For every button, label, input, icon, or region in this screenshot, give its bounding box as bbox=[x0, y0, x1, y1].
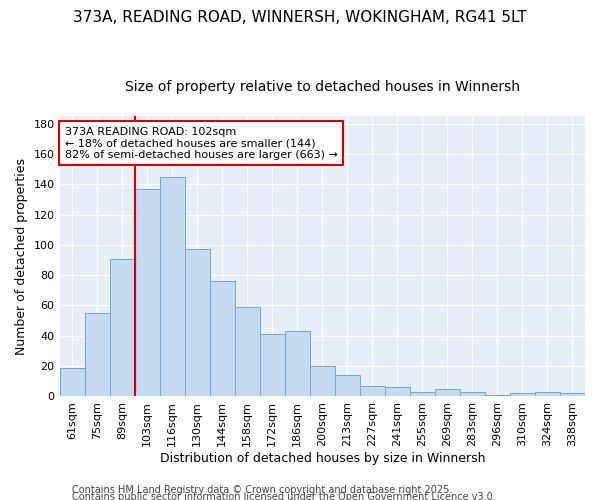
Title: Size of property relative to detached houses in Winnersh: Size of property relative to detached ho… bbox=[125, 80, 520, 94]
Bar bbox=[435, 389, 460, 396]
Bar bbox=[360, 386, 385, 396]
Bar bbox=[160, 176, 185, 396]
Bar bbox=[209, 281, 235, 396]
Bar bbox=[385, 388, 410, 396]
Bar bbox=[335, 375, 360, 396]
Bar bbox=[185, 250, 209, 396]
Bar bbox=[260, 334, 285, 396]
Text: Contains HM Land Registry data © Crown copyright and database right 2025.: Contains HM Land Registry data © Crown c… bbox=[72, 485, 452, 495]
Bar bbox=[310, 366, 335, 396]
Bar bbox=[110, 258, 134, 396]
Bar bbox=[235, 307, 260, 396]
Text: Contains public sector information licensed under the Open Government Licence v3: Contains public sector information licen… bbox=[72, 492, 496, 500]
Bar bbox=[410, 392, 435, 396]
Bar bbox=[85, 313, 110, 396]
Bar bbox=[560, 394, 585, 396]
Bar bbox=[460, 392, 485, 396]
Bar bbox=[134, 189, 160, 396]
Bar bbox=[510, 394, 535, 396]
Bar bbox=[485, 395, 510, 396]
Bar bbox=[285, 332, 310, 396]
Bar bbox=[59, 368, 85, 396]
Text: 373A READING ROAD: 102sqm
← 18% of detached houses are smaller (144)
82% of semi: 373A READING ROAD: 102sqm ← 18% of detac… bbox=[65, 126, 337, 160]
Bar bbox=[535, 392, 560, 396]
X-axis label: Distribution of detached houses by size in Winnersh: Distribution of detached houses by size … bbox=[160, 452, 485, 465]
Y-axis label: Number of detached properties: Number of detached properties bbox=[15, 158, 28, 354]
Text: 373A, READING ROAD, WINNERSH, WOKINGHAM, RG41 5LT: 373A, READING ROAD, WINNERSH, WOKINGHAM,… bbox=[73, 10, 527, 25]
